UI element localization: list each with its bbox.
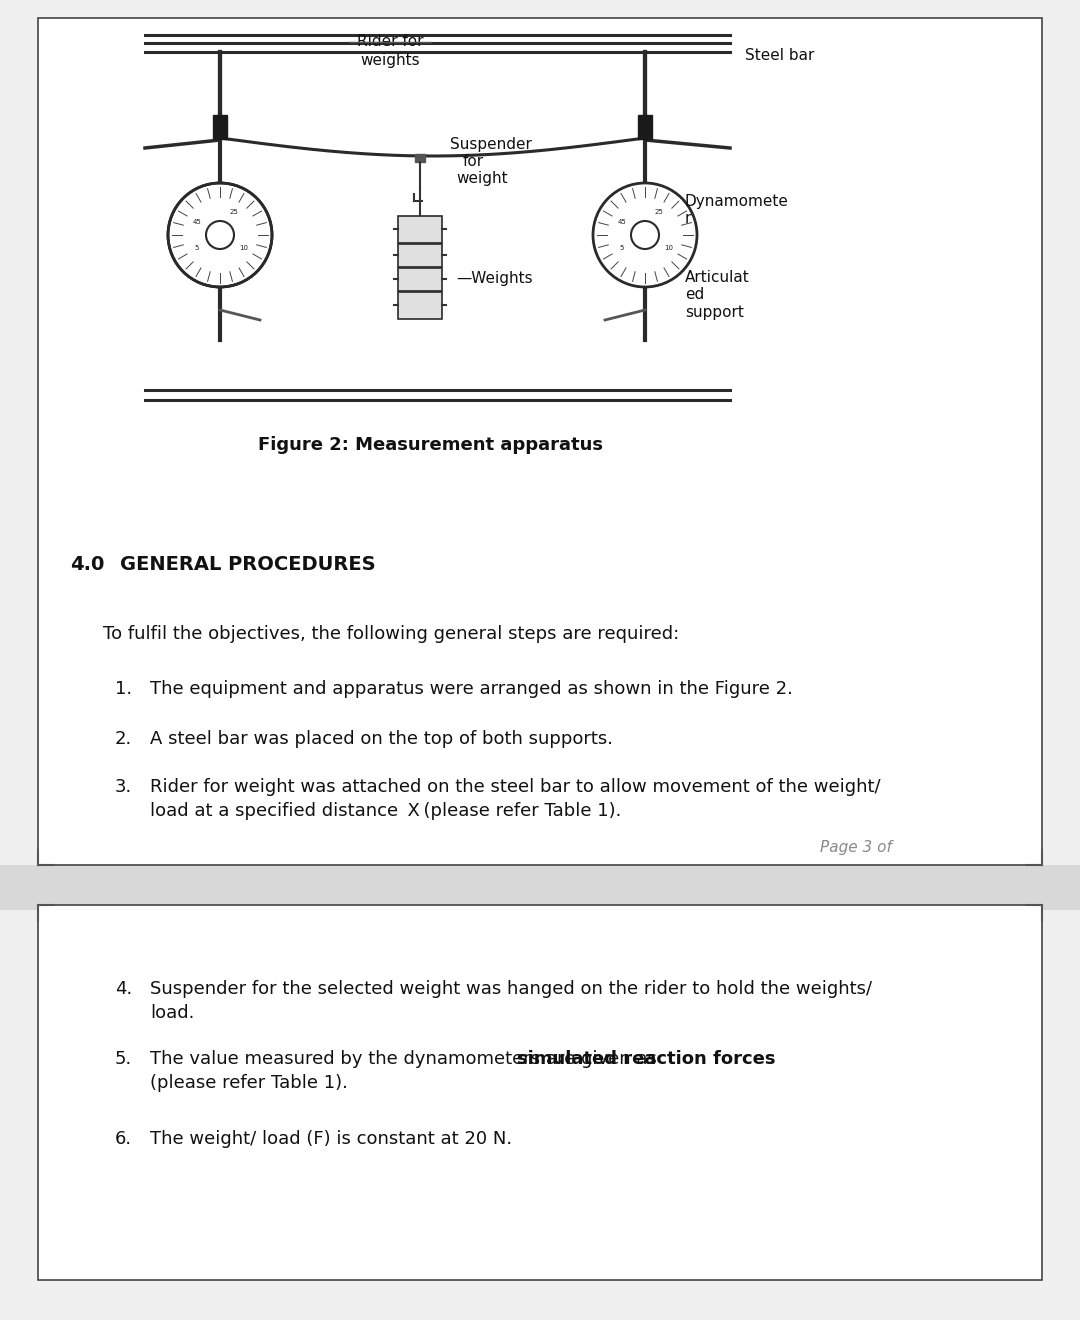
Text: 5: 5 [620,246,624,252]
Text: 25: 25 [654,209,663,215]
Text: 2.: 2. [114,730,132,748]
Text: Articulat
ed
support: Articulat ed support [685,271,750,319]
Bar [38,906,1042,1280]
Text: load.: load. [150,1005,194,1022]
Text: —Weights: —Weights [456,271,532,285]
Text: for: for [463,154,484,169]
Text: weights: weights [361,53,420,67]
Text: load at a specified distance  X (please refer Table 1).: load at a specified distance X (please r… [150,803,621,820]
Text: A steel bar was placed on the top of both supports.: A steel bar was placed on the top of bot… [150,730,613,748]
Text: Rider for weight was attached on the steel bar to allow movement of the weight/: Rider for weight was attached on the ste… [150,777,880,796]
Text: Suspender: Suspender [450,137,531,153]
Bar [0,865,1080,909]
Text: 6.: 6. [114,1130,132,1148]
Text: Figure 2: Measurement apparatus: Figure 2: Measurement apparatus [257,436,603,454]
Text: 1.: 1. [114,680,132,698]
Text: 5.: 5. [114,1049,132,1068]
Text: The value measured by the dynamometers are given as: The value measured by the dynamometers a… [150,1049,663,1068]
Text: 45: 45 [618,219,626,224]
Text: To fulfil the objectives, the following general steps are required:: To fulfil the objectives, the following … [103,624,679,643]
Text: 10: 10 [664,246,673,252]
Text: 4.: 4. [114,979,132,998]
Text: simulated reaction forces: simulated reaction forces [516,1049,775,1068]
Bar [399,292,442,319]
Text: Steel bar: Steel bar [745,48,814,62]
Text: 45: 45 [192,219,201,224]
Text: 25: 25 [229,209,238,215]
Text: GENERAL PROCEDURES: GENERAL PROCEDURES [120,554,376,574]
Bar [399,244,442,267]
Bar [38,18,1042,865]
Text: 4.0: 4.0 [70,554,105,574]
Text: (please refer Table 1).: (please refer Table 1). [150,1074,348,1092]
Text: 5: 5 [194,246,199,252]
Text: 3.: 3. [114,777,132,796]
Circle shape [593,183,697,286]
Text: The weight/ load (F) is constant at 20 N.: The weight/ load (F) is constant at 20 N… [150,1130,512,1148]
Bar [213,115,227,139]
Bar [399,268,442,290]
Bar [399,216,442,243]
Circle shape [168,183,272,286]
Bar [415,154,426,162]
Text: Page 3 of: Page 3 of [820,840,892,855]
Text: weight: weight [456,172,508,186]
Text: 10: 10 [239,246,248,252]
Text: The equipment and apparatus were arranged as shown in the Figure 2.: The equipment and apparatus were arrange… [150,680,793,698]
Text: Rider for: Rider for [356,34,423,49]
Bar [638,115,652,139]
Text: Dynamomete
r: Dynamomete r [685,194,788,226]
Text: Suspender for the selected weight was hanged on the rider to hold the weights/: Suspender for the selected weight was ha… [150,979,873,998]
